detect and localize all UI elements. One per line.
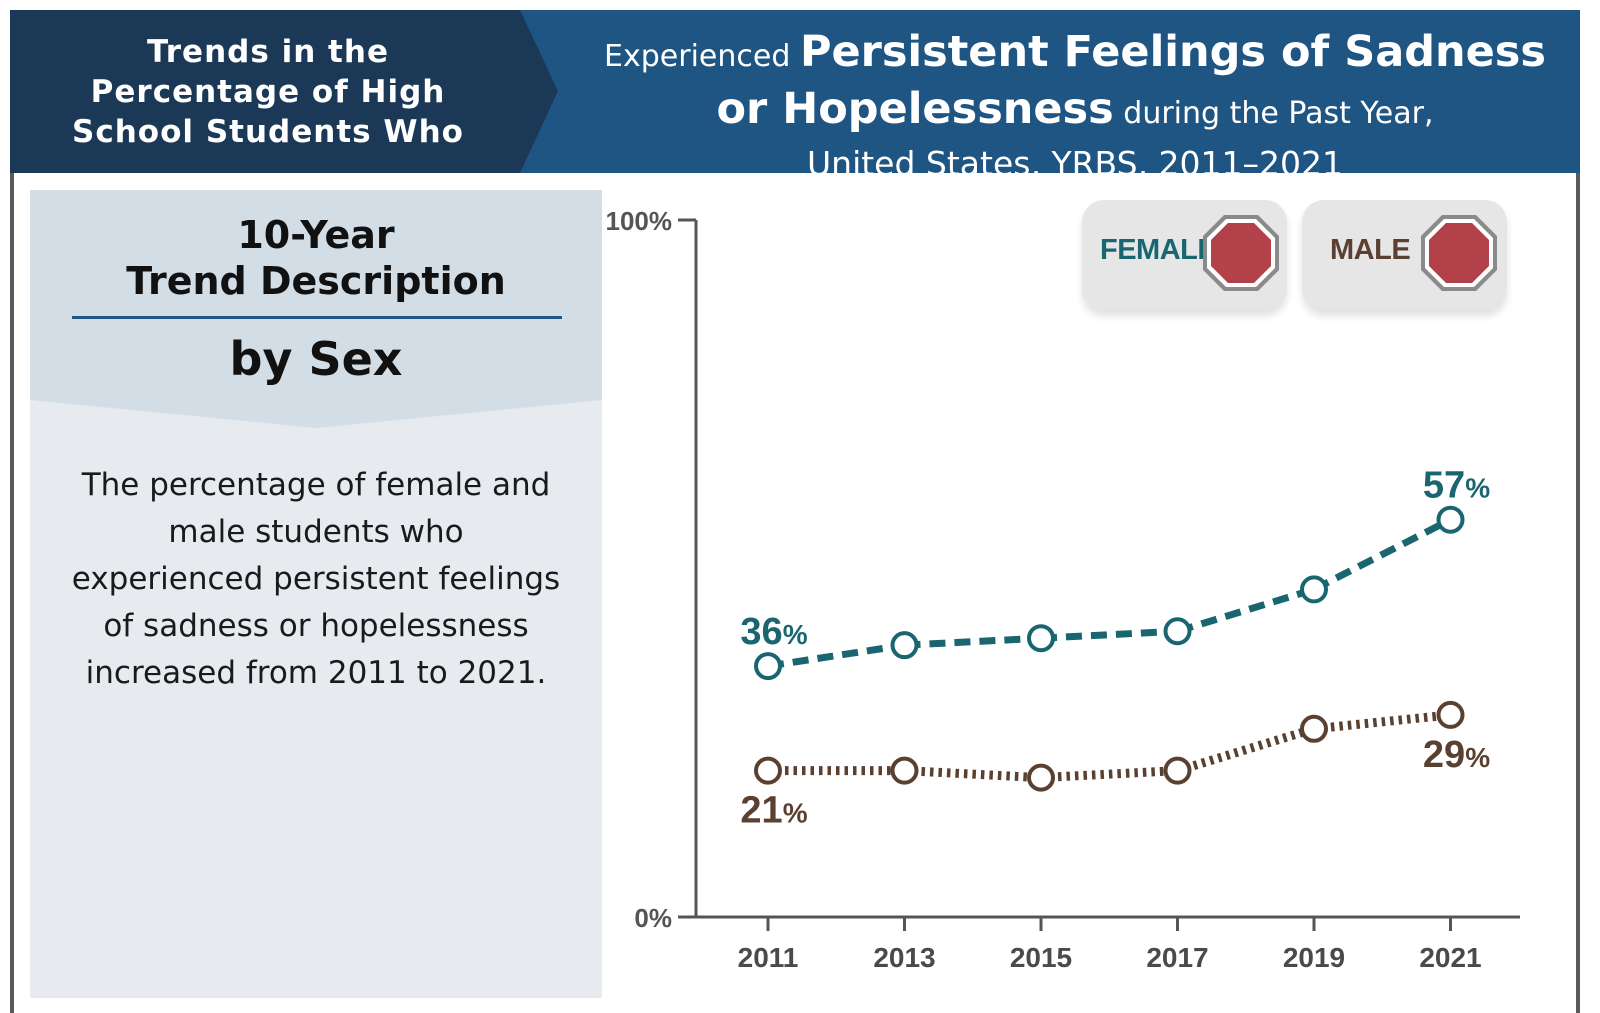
data-label: 29% (1423, 734, 1490, 776)
trend-description-title: 10-Year Trend Description (126, 213, 506, 303)
x-tick-label: 2015 (1010, 942, 1072, 973)
data-point (754, 652, 782, 681)
series-line-segment (904, 766, 1042, 783)
series-line-segment (1040, 766, 1178, 783)
stop-sign-icon (1421, 215, 1497, 291)
data-point (890, 756, 919, 785)
header-left-title: Trends in the Percentage of High School … (72, 34, 464, 150)
x-tick-label: 2019 (1283, 942, 1345, 973)
title-part-emphasis-2: or Hopelessness (716, 84, 1114, 134)
data-point (1163, 617, 1192, 646)
title-divider (72, 316, 562, 319)
stop-sign-icon (1203, 215, 1279, 291)
title-part-period: during the Past Year, (1113, 96, 1434, 131)
legend-male-label: MALE (1330, 234, 1411, 266)
x-tick-label: 2013 (873, 942, 935, 973)
data-label: 36% (740, 611, 807, 653)
chart-title: Experienced Persistent Feelings of Sadne… (570, 28, 1580, 186)
data-point (754, 756, 782, 785)
x-tick-label: 2017 (1146, 942, 1208, 973)
series-line-segment (904, 634, 1042, 649)
title-part-emphasis-1: Persistent Feelings of Sadness (799, 27, 1546, 77)
series-line-segment (1176, 724, 1316, 775)
data-label: 57% (1423, 465, 1490, 507)
trend-description-text: The percentage of female and male studen… (71, 467, 561, 691)
data-label: 21% (740, 790, 807, 832)
data-point (1436, 505, 1465, 534)
data-point (1436, 700, 1465, 729)
y-tick-label: 0% (634, 903, 672, 933)
legend-male: MALE (1302, 200, 1507, 310)
header-left-panel: Trends in the Percentage of High School … (10, 10, 558, 173)
data-point (1300, 714, 1328, 743)
data-point (1300, 575, 1328, 604)
x-tick-label: 2021 (1419, 942, 1481, 973)
legend-female-label: FEMALE (1100, 234, 1217, 266)
data-point (1027, 763, 1055, 792)
x-tick-label: 2011 (738, 942, 799, 973)
trend-description-panel: 10-Year Trend Description by Sex The per… (30, 190, 602, 998)
data-point (1027, 624, 1055, 653)
series-line-segment (1040, 627, 1178, 642)
trend-description-subtitle: by Sex (229, 332, 403, 386)
data-point (890, 631, 919, 660)
line-chart: 100% 0% 2011 2013 2015 2017 2019 2021 36% 57% 21% 2… (606, 206, 1520, 973)
title-part-location: United States, YRBS, 2011–2021 (807, 144, 1343, 183)
title-part-experienced: Experienced (604, 39, 800, 74)
y-tick-label: 100% (606, 206, 673, 236)
trend-description-header (30, 190, 602, 428)
legend-female: FEMALE (1082, 200, 1287, 310)
series-line-segment (1312, 516, 1453, 593)
series-line-segment (767, 641, 906, 670)
series-line-segment (1176, 586, 1316, 635)
data-point (1163, 756, 1192, 785)
page-frame (10, 10, 1580, 1013)
series-line-segment (1313, 710, 1451, 734)
header-banner: Trends in the Percentage of High School … (10, 10, 1580, 183)
